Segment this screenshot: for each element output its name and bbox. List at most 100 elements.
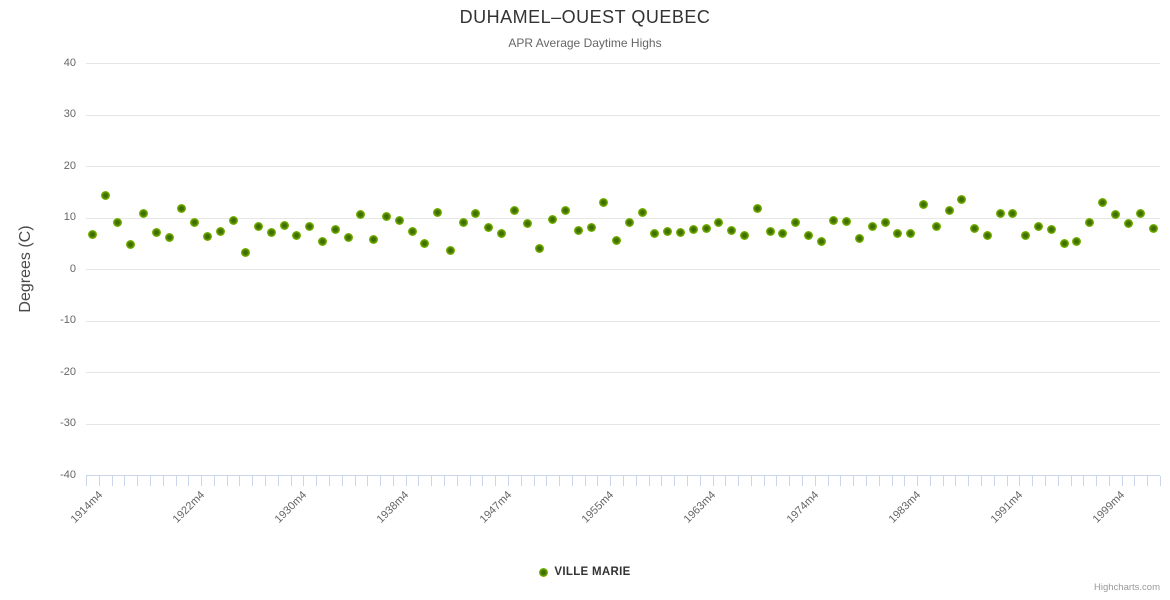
data-point[interactable] xyxy=(880,218,890,228)
data-point[interactable] xyxy=(139,208,149,218)
data-point[interactable] xyxy=(676,228,686,238)
data-point[interactable] xyxy=(279,220,289,230)
data-point[interactable] xyxy=(1072,237,1082,247)
data-point[interactable] xyxy=(164,232,174,242)
data-point[interactable] xyxy=(548,214,558,224)
data-point[interactable] xyxy=(1149,223,1159,233)
data-point[interactable] xyxy=(126,239,136,249)
data-point[interactable] xyxy=(471,208,481,218)
data-point[interactable] xyxy=(1136,209,1146,219)
data-point[interactable] xyxy=(1123,219,1133,229)
data-point[interactable] xyxy=(87,229,97,239)
data-point[interactable] xyxy=(535,244,545,254)
data-point[interactable] xyxy=(957,195,967,205)
data-point[interactable] xyxy=(394,216,404,226)
data-point[interactable] xyxy=(1021,230,1031,240)
data-point[interactable] xyxy=(1059,238,1069,248)
data-point[interactable] xyxy=(484,223,494,233)
data-point[interactable] xyxy=(765,226,775,236)
legend-item-ville-marie[interactable]: VILLE MARIE xyxy=(0,563,1170,581)
data-point[interactable] xyxy=(369,235,379,245)
data-point[interactable] xyxy=(292,231,302,241)
data-point[interactable] xyxy=(982,230,992,240)
data-point[interactable] xyxy=(522,218,532,228)
data-point[interactable] xyxy=(739,230,749,240)
data-point[interactable] xyxy=(254,221,264,231)
data-point[interactable] xyxy=(420,239,430,249)
data-point[interactable] xyxy=(241,247,251,257)
data-point[interactable] xyxy=(906,228,916,238)
data-point[interactable] xyxy=(701,224,711,234)
data-point[interactable] xyxy=(893,228,903,238)
data-point[interactable] xyxy=(688,225,698,235)
x-axis-tick-mark xyxy=(1147,476,1149,486)
data-point[interactable] xyxy=(791,218,801,228)
data-point[interactable] xyxy=(931,222,941,232)
data-point[interactable] xyxy=(573,225,583,235)
data-point[interactable] xyxy=(305,222,315,232)
data-point[interactable] xyxy=(650,228,660,238)
y-gridline xyxy=(86,320,1160,322)
data-point[interactable] xyxy=(509,206,519,216)
x-axis-tick-mark xyxy=(239,476,241,486)
data-point[interactable] xyxy=(266,228,276,238)
data-point[interactable] xyxy=(1034,222,1044,232)
data-point[interactable] xyxy=(113,217,123,227)
data-point[interactable] xyxy=(970,223,980,233)
data-point[interactable] xyxy=(714,217,724,227)
x-axis-tick-mark xyxy=(571,476,573,486)
data-point[interactable] xyxy=(560,205,570,215)
data-point[interactable] xyxy=(637,208,647,218)
x-axis-tick-mark xyxy=(137,476,139,486)
data-point[interactable] xyxy=(215,227,225,237)
data-point[interactable] xyxy=(177,204,187,214)
data-point[interactable] xyxy=(918,200,928,210)
x-axis-tick-mark xyxy=(98,476,100,486)
data-point[interactable] xyxy=(1046,225,1056,235)
data-point[interactable] xyxy=(778,228,788,238)
data-point[interactable] xyxy=(803,231,813,241)
data-point[interactable] xyxy=(816,236,826,246)
data-point[interactable] xyxy=(944,205,954,215)
data-point[interactable] xyxy=(407,227,417,237)
data-point[interactable] xyxy=(151,227,161,237)
data-point[interactable] xyxy=(100,191,110,201)
data-point[interactable] xyxy=(190,218,200,228)
data-point[interactable] xyxy=(202,232,212,242)
data-point[interactable] xyxy=(829,215,839,225)
data-point[interactable] xyxy=(356,210,366,220)
data-point[interactable] xyxy=(1008,209,1018,219)
data-point[interactable] xyxy=(433,207,443,217)
data-point[interactable] xyxy=(445,245,455,255)
data-point[interactable] xyxy=(330,224,340,234)
x-axis-tick-mark xyxy=(456,476,458,486)
data-point[interactable] xyxy=(842,216,852,226)
x-axis-tick-mark xyxy=(1006,476,1008,486)
highcharts-credits-link[interactable]: Highcharts.com xyxy=(1094,582,1160,593)
data-point[interactable] xyxy=(612,235,622,245)
data-point[interactable] xyxy=(663,227,673,237)
data-point[interactable] xyxy=(1110,209,1120,219)
data-point[interactable] xyxy=(867,221,877,231)
data-point[interactable] xyxy=(727,225,737,235)
data-point[interactable] xyxy=(752,204,762,214)
data-point[interactable] xyxy=(1097,198,1107,208)
data-point[interactable] xyxy=(624,218,634,228)
data-point[interactable] xyxy=(586,223,596,233)
data-point[interactable] xyxy=(381,211,391,221)
data-point[interactable] xyxy=(497,228,507,238)
x-axis-tick-mark xyxy=(750,476,752,486)
x-axis-tick-mark xyxy=(495,476,497,486)
y-gridline xyxy=(86,372,1160,373)
data-point[interactable] xyxy=(995,209,1005,219)
data-point[interactable] xyxy=(343,232,353,242)
data-point[interactable] xyxy=(855,233,865,243)
data-point[interactable] xyxy=(318,236,328,246)
data-point[interactable] xyxy=(599,198,609,208)
x-axis-tick-mark xyxy=(431,476,433,486)
data-point[interactable] xyxy=(458,218,468,228)
data-point[interactable] xyxy=(1085,218,1095,228)
x-axis-tick-mark xyxy=(277,476,279,486)
data-point[interactable] xyxy=(228,215,238,225)
